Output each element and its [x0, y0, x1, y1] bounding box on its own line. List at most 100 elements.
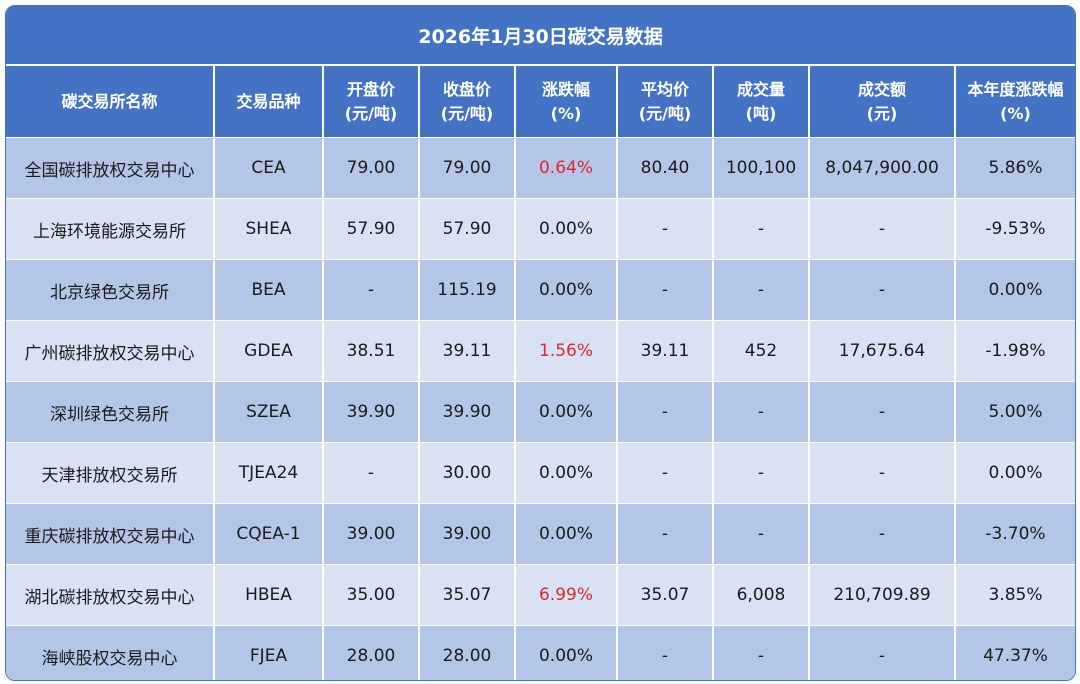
change-cell: 0.00%	[514, 503, 617, 565]
change-cell: 0.00%	[514, 625, 617, 680]
change-cell: 0.00%	[514, 198, 617, 260]
volume-cell: -	[712, 198, 809, 260]
close-price-cell: 35.07	[418, 564, 515, 626]
average-price-cell: -	[616, 198, 713, 260]
ytd-change-cell: 5.86%	[954, 137, 1075, 199]
column-header-unit: (元/吨)	[638, 103, 692, 123]
product-cell: GDEA	[213, 320, 323, 382]
ytd-change-cell: -9.53%	[954, 198, 1075, 260]
open-price-cell: 38.51	[322, 320, 419, 382]
turnover-cell: -	[808, 625, 955, 680]
exchange-name-cell: 广州碳排放权交易中心	[6, 320, 214, 382]
volume-cell: 452	[712, 320, 809, 382]
open-price-cell: 39.00	[322, 503, 419, 565]
average-price-cell: -	[616, 442, 713, 504]
product-cell: TJEA24	[213, 442, 323, 504]
column-header-label: 本年度涨跌幅	[967, 79, 1064, 99]
table-row: 海峡股权交易中心 FJEA 28.00 28.00 0.00% - - -47.37%	[6, 625, 1075, 680]
average-price-cell: 80.40	[616, 137, 713, 199]
close-price-cell: 30.00	[418, 442, 515, 504]
table-row: 北京绿色交易所 BEA -115.19 0.00% - - -0.00%	[6, 259, 1075, 321]
turnover-cell: -	[808, 381, 955, 443]
product-cell: CQEA-1	[213, 503, 323, 565]
change-cell: 1.56%	[514, 320, 617, 382]
average-price-cell: -	[616, 381, 713, 443]
product-cell: BEA	[213, 259, 323, 321]
exchange-name-cell: 天津排放权交易所	[6, 442, 214, 504]
column-header-label: 成交量	[736, 79, 785, 99]
column-header-unit: (%)	[1000, 103, 1031, 123]
carbon-trading-table: 2026年1月30日碳交易数据 碳交易所名称 交易品种 开盘价 (元/吨) 收盘价 (元/…	[6, 6, 1075, 680]
product-cell: CEA	[213, 137, 323, 199]
turnover-cell: -	[808, 259, 955, 321]
open-price-cell: 57.90	[322, 198, 419, 260]
open-price-cell: -	[322, 259, 419, 321]
ytd-change-cell: 3.85%	[954, 564, 1075, 626]
ytd-change-cell: -1.98%	[954, 320, 1075, 382]
exchange-name-cell: 北京绿色交易所	[6, 259, 214, 321]
exchange-name-cell: 深圳绿色交易所	[6, 381, 214, 443]
header-turnover: 成交额 (元)	[808, 65, 955, 138]
volume-cell: -	[712, 259, 809, 321]
table-row: 上海环境能源交易所 SHEA 57.90 57.90 0.00% - - - -9.53%	[6, 198, 1075, 260]
volume-cell: 6,008	[712, 564, 809, 626]
table-row: 深圳绿色交易所 SZEA 39.90 39.90 0.00% - - -5.00%	[6, 381, 1075, 443]
close-price-cell: 28.00	[418, 625, 515, 680]
ytd-change-cell: 0.00%	[954, 442, 1075, 504]
ytd-change-cell: 0.00%	[954, 259, 1075, 321]
exchange-name-cell: 海峡股权交易中心	[6, 625, 214, 680]
column-header-row: 碳交易所名称 交易品种 开盘价 (元/吨) 收盘价 (元/吨) 涨跌幅 (%) 平均价 (元/吨)…	[6, 65, 1075, 138]
table-body: 全国碳排放权交易中心 CEA 79.00 79.00 0.64% 80.40 100,100…	[6, 137, 1075, 680]
header-ytd-change: 本年度涨跌幅 (%)	[954, 65, 1075, 138]
header-exchange-name: 碳交易所名称	[6, 65, 214, 138]
close-price-cell: 39.00	[418, 503, 515, 565]
column-header-label: 成交额	[857, 79, 906, 99]
column-header-unit: (元/吨)	[440, 103, 494, 123]
close-price-cell: 115.19	[418, 259, 515, 321]
open-price-cell: 35.00	[322, 564, 419, 626]
table-row: 湖北碳排放权交易中心 HBEA 35.00 35.07 6.99% 35.07 6,008 2…	[6, 564, 1075, 626]
change-cell: 6.99%	[514, 564, 617, 626]
volume-cell: -	[712, 625, 809, 680]
column-header-label: 平均价	[640, 79, 689, 99]
column-header-label: 收盘价	[442, 79, 491, 99]
turnover-cell: -	[808, 442, 955, 504]
turnover-cell: 8,047,900.00	[808, 137, 955, 199]
header-volume: 成交量 (吨)	[712, 65, 809, 138]
exchange-name-cell: 全国碳排放权交易中心	[6, 137, 214, 199]
open-price-cell: 28.00	[322, 625, 419, 680]
ytd-change-cell: 47.37%	[954, 625, 1075, 680]
product-cell: FJEA	[213, 625, 323, 680]
product-cell: SHEA	[213, 198, 323, 260]
volume-cell: 100,100	[712, 137, 809, 199]
carbon-trading-table-card: 2026年1月30日碳交易数据 碳交易所名称 交易品种 开盘价 (元/吨) 收盘价 (元/…	[5, 5, 1076, 681]
volume-cell: -	[712, 503, 809, 565]
close-price-cell: 39.11	[418, 320, 515, 382]
turnover-cell: 210,709.89	[808, 564, 955, 626]
exchange-name-cell: 上海环境能源交易所	[6, 198, 214, 260]
open-price-cell: 39.90	[322, 381, 419, 443]
column-header-label: 碳交易所名称	[61, 91, 158, 111]
column-header-unit: (元)	[866, 103, 898, 123]
volume-cell: -	[712, 381, 809, 443]
table-title: 2026年1月30日碳交易数据	[6, 6, 1075, 66]
ytd-change-cell: -3.70%	[954, 503, 1075, 565]
header-close-price: 收盘价 (元/吨)	[418, 65, 515, 138]
close-price-cell: 57.90	[418, 198, 515, 260]
header-open-price: 开盘价 (元/吨)	[322, 65, 419, 138]
change-cell: 0.00%	[514, 381, 617, 443]
product-cell: SZEA	[213, 381, 323, 443]
header-product: 交易品种	[213, 65, 323, 138]
turnover-cell: 17,675.64	[808, 320, 955, 382]
column-header-label: 涨跌幅	[541, 79, 590, 99]
average-price-cell: 39.11	[616, 320, 713, 382]
column-header-label: 开盘价	[346, 79, 395, 99]
change-cell: 0.00%	[514, 442, 617, 504]
table-row: 天津排放权交易所 TJEA24-30.00 0.00% - - -0.00%	[6, 442, 1075, 504]
column-header-unit: (吨)	[745, 103, 777, 123]
average-price-cell: -	[616, 625, 713, 680]
close-price-cell: 79.00	[418, 137, 515, 199]
open-price-cell: 79.00	[322, 137, 419, 199]
product-cell: HBEA	[213, 564, 323, 626]
turnover-cell: -	[808, 198, 955, 260]
